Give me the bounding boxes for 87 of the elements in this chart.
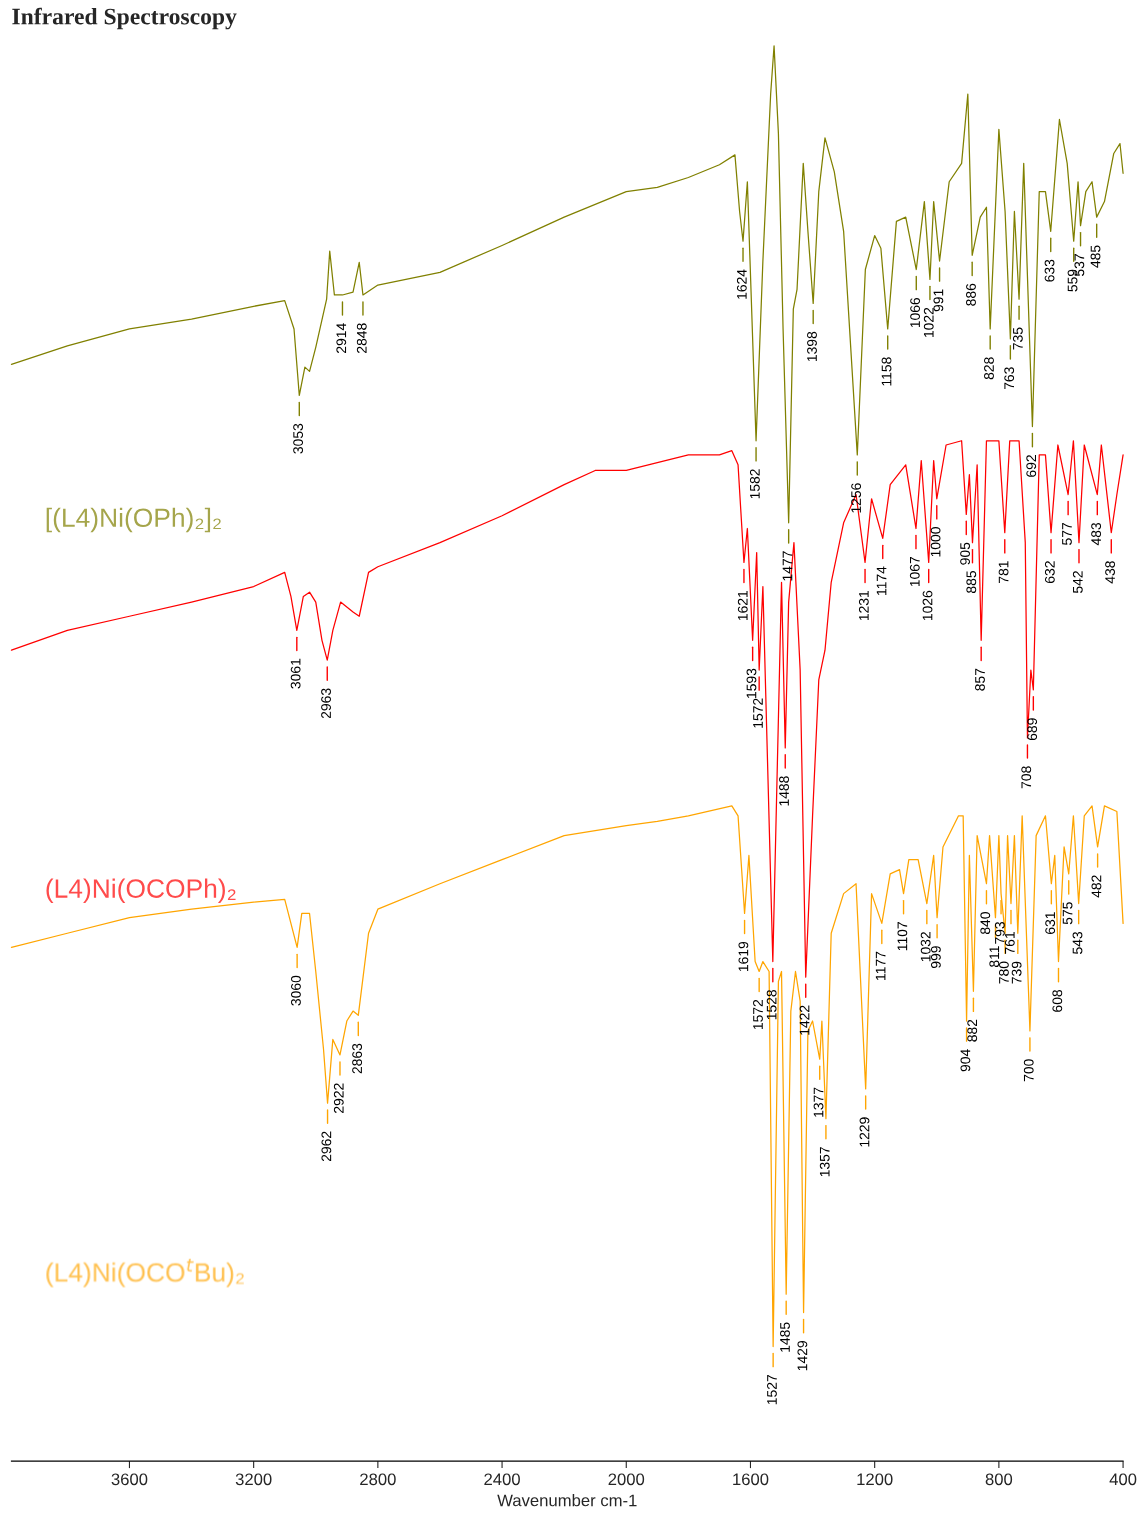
- annotation: 793: [994, 922, 1005, 944]
- annotation: 904: [960, 1049, 971, 1072]
- annotation: 999: [930, 946, 941, 968]
- text: (L4)Ni(OCOPh)₂: [46, 878, 236, 904]
- x-tick-label: 800: [985, 1473, 1013, 1486]
- text: (L4)Ni(OCO$^{t}$Bu)₂: [46, 1258, 244, 1288]
- text: [(L4)Ni(OPh)₂]₂: [46, 507, 221, 533]
- annotation: 438: [1105, 561, 1116, 584]
- annotation: 991: [933, 289, 944, 312]
- annotation: 1000: [930, 527, 941, 557]
- annotation: 577: [1062, 523, 1072, 545]
- x-tick-label: 3200: [235, 1473, 272, 1486]
- annotation: 2863: [352, 1043, 363, 1074]
- annotation: 700: [1023, 1059, 1034, 1082]
- x-tick-label: 3600: [111, 1473, 148, 1486]
- annotation: 1022: [923, 307, 934, 338]
- annotation: 1158: [881, 357, 892, 386]
- annotation: 1528: [766, 989, 777, 1020]
- x-tick-label: 2400: [484, 1473, 520, 1486]
- annotation: 1624: [736, 269, 747, 299]
- annotation: 780: [998, 961, 1009, 984]
- annotation: 3061: [290, 658, 301, 689]
- annotation: 1256: [851, 483, 862, 513]
- annotation: 2922: [333, 1083, 344, 1113]
- annotation: 1398: [807, 331, 817, 362]
- annotation: 761: [1004, 931, 1015, 954]
- annotation: 1488: [779, 776, 789, 806]
- annotation: 1377: [813, 1087, 824, 1117]
- annotation: 1067: [909, 556, 920, 587]
- annotation: 1621: [737, 590, 748, 621]
- annotation: 811: [989, 946, 1000, 968]
- annotation: 1593: [746, 668, 757, 698]
- annotation: 692: [1026, 455, 1037, 477]
- annotation: 708: [1021, 766, 1032, 789]
- annotation: 885: [966, 571, 977, 593]
- annotation: 1572: [753, 698, 763, 728]
- annotation: 2962: [321, 1131, 332, 1162]
- annotation: 739: [1011, 961, 1022, 984]
- x-tick-label: 2000: [608, 1473, 645, 1486]
- annotation: 828: [984, 357, 994, 380]
- annotation: 3060: [291, 975, 301, 1006]
- annotation: 1429: [797, 1340, 808, 1371]
- annotation: 631: [1045, 912, 1056, 934]
- annotation: 608: [1052, 989, 1063, 1012]
- annotation: 1026: [922, 590, 933, 621]
- annotation: 1582: [749, 469, 760, 499]
- annotation: 633: [1044, 259, 1055, 282]
- annotation: 1619: [738, 941, 749, 972]
- annotation: 763: [1004, 367, 1015, 390]
- x-tick-label: 400: [1109, 1473, 1137, 1486]
- annotation: 1229: [859, 1117, 870, 1147]
- annotation: 1107: [897, 922, 908, 951]
- annotation: 485: [1090, 245, 1101, 268]
- annotation: 1032: [920, 932, 931, 962]
- annotation: 543: [1072, 931, 1083, 954]
- x-tick-label: 1600: [733, 1473, 769, 1486]
- annotation: 542: [1072, 571, 1083, 594]
- annotation: 1572: [753, 999, 763, 1030]
- annotation: 2848: [356, 323, 367, 353]
- x-tick-label: 2800: [360, 1473, 396, 1486]
- annotation: 857: [975, 668, 985, 691]
- annotation: 1422: [799, 1005, 810, 1035]
- chart-title: Infrared Spectroscopy: [12, 7, 237, 30]
- annotation: 1231: [858, 590, 869, 621]
- annotation: 482: [1091, 875, 1102, 898]
- annotation: 2914: [336, 323, 347, 353]
- annotation: 632: [1044, 561, 1055, 583]
- annotation: 483: [1091, 522, 1102, 546]
- annotation: 781: [998, 561, 1009, 583]
- annotation: 1485: [780, 1322, 790, 1352]
- annotation: 1357: [819, 1147, 830, 1177]
- annotation: 882: [967, 1019, 978, 1042]
- annotation: 1527: [767, 1374, 777, 1405]
- annotation: 905: [960, 542, 970, 565]
- annotation: 1477: [782, 551, 793, 581]
- x-axis-title: Wavenumber cm-1: [497, 1494, 637, 1507]
- annotation: 840: [980, 912, 991, 935]
- annotation: 2963: [321, 688, 331, 719]
- annotation: 886: [966, 283, 976, 306]
- annotation: 735: [1012, 327, 1023, 350]
- x-tick-label: 1200: [857, 1473, 893, 1486]
- annotation: 3053: [293, 423, 304, 454]
- annotation: 1174: [876, 566, 887, 595]
- annotation: 1066: [910, 297, 921, 328]
- annotation: 575: [1062, 902, 1073, 925]
- annotation: 1177: [875, 951, 886, 980]
- annotation: 689: [1027, 718, 1038, 741]
